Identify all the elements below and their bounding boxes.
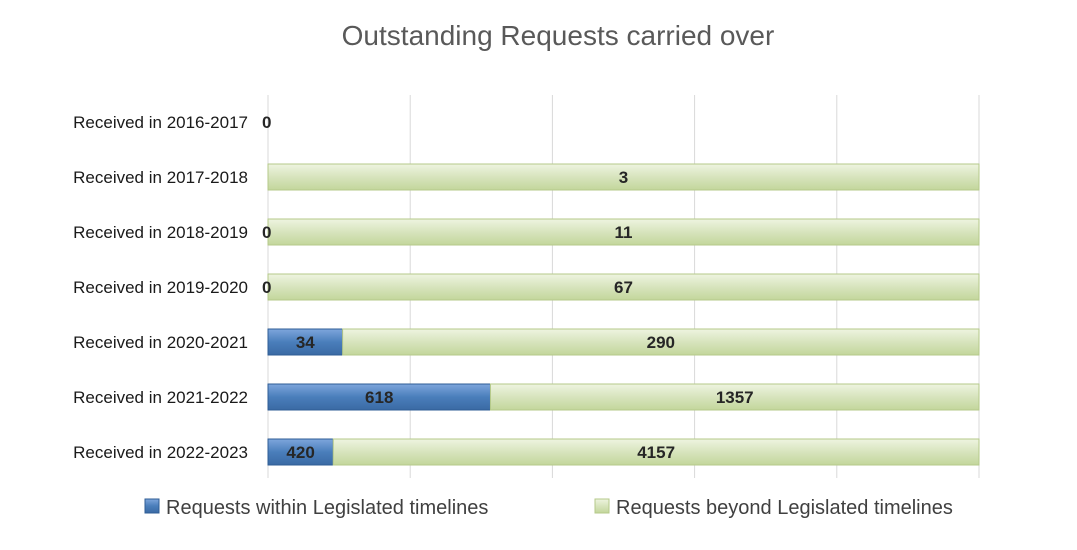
data-label-within: 0 xyxy=(262,278,271,297)
bar-beyond xyxy=(489,383,980,411)
bar-beyond xyxy=(332,438,980,466)
category-label: Received in 2020-2021 xyxy=(73,333,248,352)
data-label-within: 618 xyxy=(365,388,393,407)
data-labels: 0 3 0 11 0 67 34 290 618 1357 420 4157 xyxy=(262,113,754,462)
legend: Requests within Legislated timelines Requ… xyxy=(144,497,953,519)
legend-swatch-beyond xyxy=(594,498,610,514)
bars xyxy=(267,163,980,466)
legend-label-beyond: Requests beyond Legislated timelines xyxy=(616,497,953,519)
category-label: Received in 2016-2017 xyxy=(73,113,248,132)
category-label: Received in 2017-2018 xyxy=(73,168,248,187)
category-labels: Received in 2016-2017 Received in 2017-20… xyxy=(73,113,248,462)
legend-swatch-within xyxy=(144,498,160,514)
data-label-beyond: 1357 xyxy=(716,388,754,407)
category-label: Received in 2021-2022 xyxy=(73,388,248,407)
legend-label-within: Requests within Legislated timelines xyxy=(166,497,488,519)
data-label-beyond: 67 xyxy=(614,278,633,297)
data-label-beyond: 3 xyxy=(619,168,628,187)
data-label-beyond: 11 xyxy=(615,223,633,242)
data-label-beyond: 290 xyxy=(647,333,675,352)
chart-title: Outstanding Requests carried over xyxy=(342,20,775,51)
bar-beyond xyxy=(267,163,980,191)
data-label-within: 0 xyxy=(262,113,271,132)
bar-within xyxy=(267,328,344,356)
bar-beyond xyxy=(267,273,980,301)
category-label: Received in 2022-2023 xyxy=(73,443,248,462)
bar-beyond xyxy=(267,218,980,246)
bar-within xyxy=(267,383,491,411)
data-label-beyond: 4157 xyxy=(637,443,675,462)
bar-within xyxy=(267,438,334,466)
bar-beyond xyxy=(342,328,980,356)
data-label-within: 420 xyxy=(286,443,314,462)
category-label: Received in 2019-2020 xyxy=(73,278,248,297)
data-label-within: 34 xyxy=(296,333,315,352)
data-label-within: 0 xyxy=(262,223,271,242)
category-label: Received in 2018-2019 xyxy=(73,223,248,242)
